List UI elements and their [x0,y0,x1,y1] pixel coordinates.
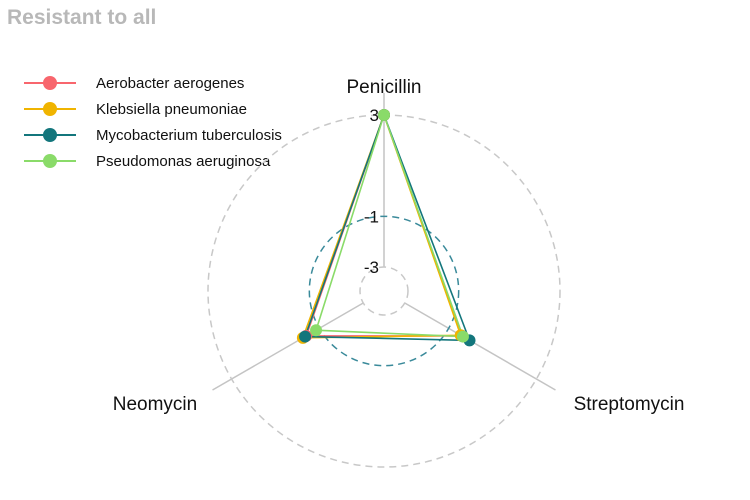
legend-item: Klebsiella pneumoniae [24,96,282,122]
series-line [314,112,465,338]
legend-key [24,148,76,174]
legend-label: Aerobacter aerogenes [96,74,245,92]
series-point [310,324,323,337]
legend-item: Pseudomonas aeruginosa [24,148,282,174]
legend-key [24,70,76,96]
legend-item: Aerobacter aerogenes [24,70,282,96]
grid-label: -1 [364,207,379,226]
axis-label: Streptomycin [574,394,685,415]
legend-item: Mycobacterium tuberculosis [24,122,282,148]
series-line [301,112,462,339]
axis-label: Neomycin [113,394,197,415]
series-point [378,109,390,121]
legend-key [24,96,76,122]
legend: Aerobacter aerogenes Klebsiella pneumoni… [24,70,282,174]
series-point [456,330,469,343]
grid-circle [308,215,460,367]
axis-line [404,302,556,391]
legend-marker [43,128,57,142]
grid-label: -3 [364,258,379,277]
legend-label: Mycobacterium tuberculosis [96,126,282,144]
legend-marker [43,102,57,116]
axis-label: Penicillin [347,77,422,98]
chart-title: Resistant to all [7,6,157,29]
axis-line [212,302,364,391]
legend-label: Klebsiella pneumoniae [96,100,247,118]
legend-marker [43,76,57,90]
grid-label: 3 [370,106,379,125]
grid-circle [359,266,409,316]
legend-label: Pseudomonas aeruginosa [96,152,271,170]
legend-key [24,122,76,148]
series-point [299,330,312,343]
legend-marker [43,154,57,168]
series-line [303,112,471,342]
